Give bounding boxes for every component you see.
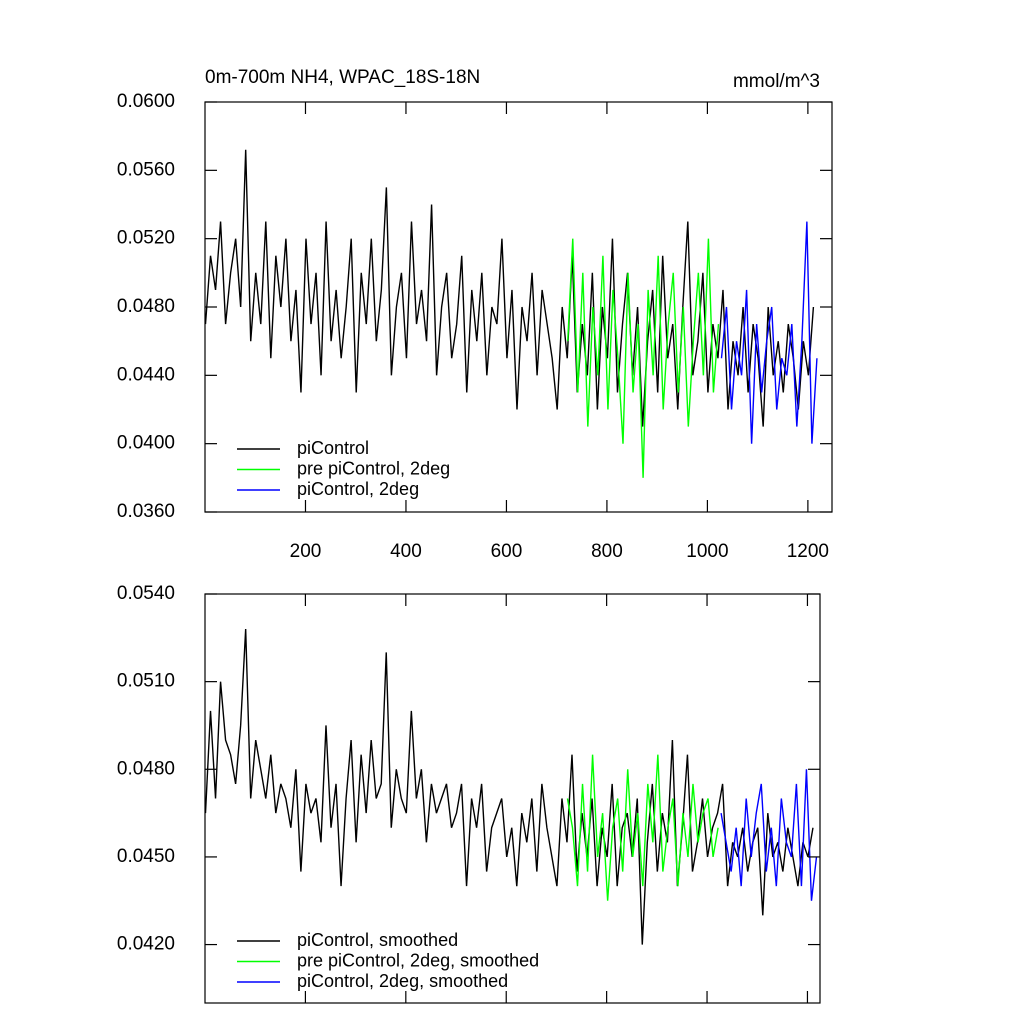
units-label: mmol/m^3 (733, 71, 820, 92)
y-tick-label: 0.0480 (117, 296, 175, 317)
x-tick-label: 600 (491, 541, 523, 562)
y-tick-label: 0.0480 (117, 758, 175, 779)
y-tick-label: 0.0510 (117, 671, 175, 692)
legend-label: pre piControl, 2deg, smoothed (297, 950, 539, 970)
series-line (720, 769, 818, 901)
y-tick-label: 0.0540 (117, 583, 175, 604)
series-line (720, 221, 818, 444)
y-tick-label: 0.0560 (117, 159, 175, 180)
legend-label: piControl, 2deg, smoothed (297, 971, 508, 991)
chart-title: 0m-700m NH4, WPAC_18S-18N (205, 67, 480, 88)
x-tick-label: 1200 (787, 541, 829, 562)
legend-label: pre piControl, 2deg (297, 458, 450, 478)
series-line (567, 238, 720, 478)
x-tick-label: 200 (290, 541, 322, 562)
y-tick-label: 0.0440 (117, 364, 175, 385)
x-tick-label: 1000 (686, 541, 728, 562)
x-tick-label: 400 (390, 541, 422, 562)
y-tick-label: 0.0520 (117, 228, 175, 249)
legend-label: piControl (297, 438, 369, 458)
plot-frame (204, 593, 821, 1004)
series-line (204, 149, 815, 427)
series-line (566, 754, 719, 901)
y-tick-label: 0.0360 (117, 501, 175, 522)
legend-label: piControl, smoothed (297, 930, 458, 950)
y-tick-label: 0.0420 (117, 934, 175, 955)
legend-label: piControl, 2deg (297, 479, 419, 499)
y-tick-label: 0.0450 (117, 846, 175, 867)
series-line (204, 629, 814, 945)
y-tick-label: 0.0400 (117, 433, 175, 454)
x-tick-label: 800 (591, 541, 623, 562)
y-tick-label: 0.0600 (117, 91, 175, 112)
